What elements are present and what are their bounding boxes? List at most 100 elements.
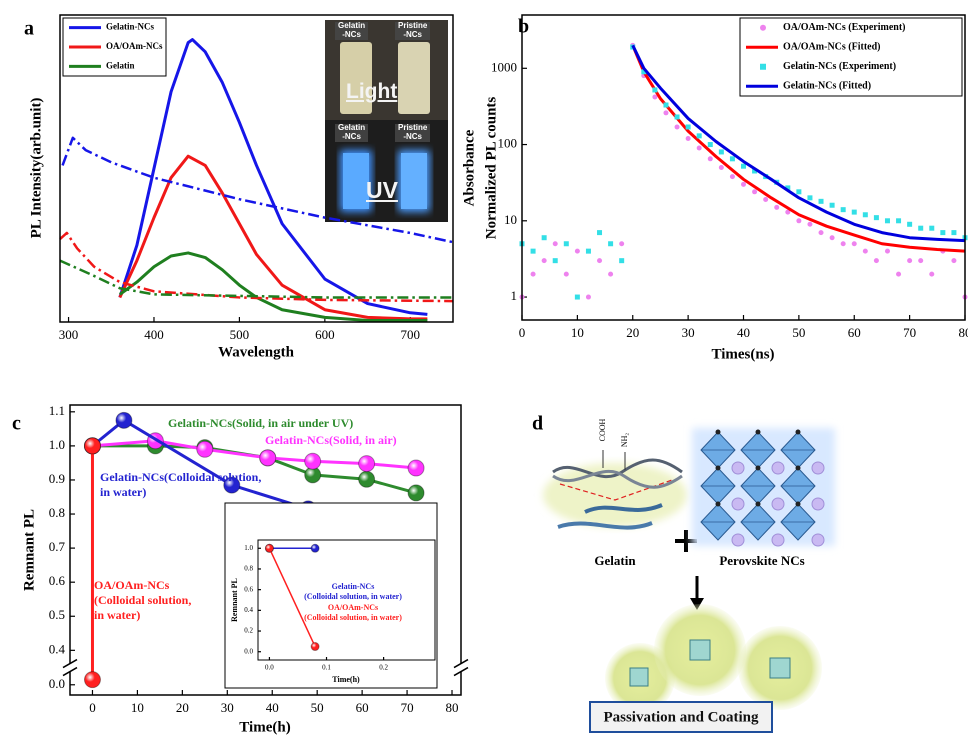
y-axis-label: Normalized PL counts xyxy=(483,97,499,240)
legend-marker xyxy=(760,64,766,70)
legend-label: OA/OAm-NCs xyxy=(106,41,163,51)
y-tick-label: 0.5 xyxy=(49,607,65,622)
legend-label: Gelatin-NCs (Experiment) xyxy=(783,61,896,72)
photo-title: UV xyxy=(366,178,398,203)
y-tick-label: 10 xyxy=(504,212,517,227)
y-tick-label: 100 xyxy=(498,136,518,151)
marker xyxy=(841,241,846,246)
b-site xyxy=(716,466,721,471)
marker xyxy=(311,643,319,651)
a-site xyxy=(812,498,824,510)
panel-label: a xyxy=(24,18,34,40)
x-tick-label: 0.2 xyxy=(379,664,388,672)
marker xyxy=(359,456,375,472)
x-tick-label: 700 xyxy=(401,327,421,342)
x-tick-label: 400 xyxy=(144,327,164,342)
nc-cube xyxy=(690,640,710,660)
x-axis-label: Time(h) xyxy=(239,719,290,735)
marker xyxy=(918,226,923,231)
marker xyxy=(819,199,824,204)
marker xyxy=(841,207,846,212)
marker xyxy=(940,230,945,235)
marker xyxy=(918,258,923,263)
marker xyxy=(663,103,668,108)
marker xyxy=(542,258,547,263)
series-label: Gelatin-NCs(Colloidal solution, in water… xyxy=(100,470,261,500)
a-site xyxy=(732,534,744,546)
marker xyxy=(116,412,132,428)
marker xyxy=(741,182,746,187)
y-tick-label: 1000 xyxy=(491,59,517,74)
series-line xyxy=(120,253,428,321)
marker xyxy=(586,249,591,254)
b-site xyxy=(756,430,761,435)
x-tick-label: 10 xyxy=(131,700,144,715)
diagram: d COOH NH₂ Gelatin Perovskite NCs Passiv… xyxy=(532,413,835,732)
marker xyxy=(774,205,779,210)
photo-title: Light xyxy=(346,80,397,103)
marker xyxy=(597,258,602,263)
x-tick-label: 0.0 xyxy=(265,664,274,672)
marker xyxy=(84,438,100,454)
y-tick-label: 0.8 xyxy=(49,505,65,520)
b-site xyxy=(796,502,801,507)
marker xyxy=(619,241,624,246)
y-axis-label: Remnant PL xyxy=(230,578,239,622)
y-tick-label: 0.0 xyxy=(49,676,65,691)
marker xyxy=(675,124,680,129)
y2-axis-label: Absorbance xyxy=(461,129,477,206)
group-label: NH₂ xyxy=(620,433,629,448)
marker xyxy=(896,272,901,277)
result-label: Passivation and Coating xyxy=(603,709,759,725)
marker xyxy=(852,210,857,215)
marker xyxy=(564,241,569,246)
marker xyxy=(686,136,691,141)
absorbance-line xyxy=(60,261,453,298)
marker xyxy=(531,272,536,277)
b-site xyxy=(716,502,721,507)
marker xyxy=(874,215,879,220)
b-site xyxy=(796,430,801,435)
x-axis-label: Times(ns) xyxy=(711,346,774,362)
marker xyxy=(697,146,702,151)
marker xyxy=(708,142,713,147)
marker xyxy=(830,203,835,208)
marker xyxy=(553,258,558,263)
x-tick-label: 40 xyxy=(266,700,279,715)
a-site xyxy=(732,498,744,510)
marker xyxy=(597,230,602,235)
marker xyxy=(796,189,801,194)
marker xyxy=(663,110,668,115)
perovskite-label: Perovskite NCs xyxy=(719,553,804,568)
marker xyxy=(863,249,868,254)
marker xyxy=(830,235,835,240)
marker xyxy=(719,149,724,154)
marker xyxy=(896,218,901,223)
y-axis-label: Remnant PL xyxy=(21,509,37,591)
marker xyxy=(807,222,812,227)
marker xyxy=(311,544,319,552)
nc-cube xyxy=(630,668,648,686)
x-tick-label: 50 xyxy=(792,325,805,340)
marker xyxy=(730,156,735,161)
x-axis-label: Wavelength xyxy=(218,344,294,360)
y-axis-label: PL Intensity(arb.unit) xyxy=(28,98,44,239)
b-site xyxy=(716,430,721,435)
vial-label: Pristine -NCs xyxy=(395,22,430,40)
marker xyxy=(852,241,857,246)
marker xyxy=(408,485,424,501)
y-tick-label: 1.1 xyxy=(49,403,65,418)
x-tick-label: 600 xyxy=(315,327,335,342)
y-tick-label: 0.7 xyxy=(49,539,66,554)
b-site xyxy=(756,466,761,471)
x-tick-label: 20 xyxy=(626,325,639,340)
series-label: Gelatin-NCs(Solid, in air under UV) xyxy=(168,416,353,431)
x-tick-label: 70 xyxy=(401,700,414,715)
marker xyxy=(951,258,956,263)
marker xyxy=(819,230,824,235)
y-tick-label: 0.2 xyxy=(244,627,253,635)
a-site xyxy=(732,462,744,474)
x-tick-label: 60 xyxy=(848,325,861,340)
marker xyxy=(929,226,934,231)
a-site xyxy=(772,498,784,510)
